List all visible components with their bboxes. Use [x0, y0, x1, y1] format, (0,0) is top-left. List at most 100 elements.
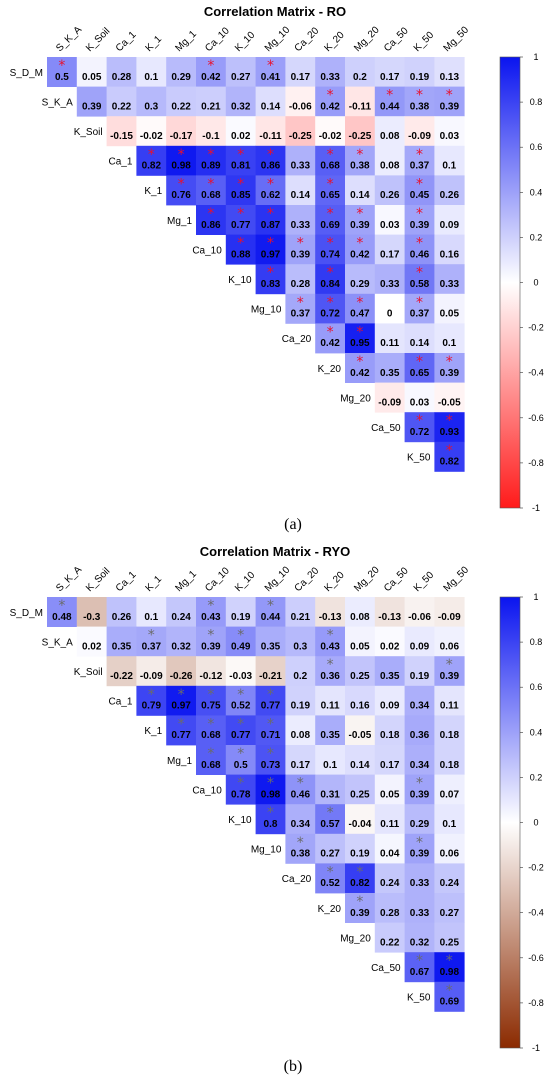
- row-label: S_K_A: [42, 97, 73, 108]
- colorbar-tick-label: 0: [533, 278, 538, 288]
- heatmap-cell: [434, 774, 465, 805]
- heatmap-cell: [404, 353, 435, 383]
- cell-value: 0.72: [410, 427, 430, 438]
- cell-value: -0.09: [140, 671, 163, 682]
- cell-value: 0.77: [171, 730, 191, 741]
- row-label: Mg_1: [167, 756, 192, 767]
- heatmap-cell: [434, 922, 465, 953]
- column-label: K_10: [233, 570, 258, 595]
- cell-value: 0.45: [410, 190, 430, 201]
- heatmap-cell: [404, 57, 435, 87]
- heatmap-cell: [106, 86, 137, 117]
- colorbar-tick-label: 0.8: [530, 637, 543, 647]
- cell-value: 0.19: [350, 849, 370, 860]
- cell-value: 0.42: [320, 338, 340, 349]
- cell-value: 0.11: [440, 701, 459, 712]
- row-label: K_20: [318, 364, 342, 375]
- cell-value: 0.46: [410, 249, 430, 260]
- heatmap-cell: [404, 293, 435, 324]
- row-label: K_50: [407, 453, 431, 464]
- heatmap-cell: [374, 205, 405, 235]
- cell-value: 0.36: [410, 730, 430, 741]
- heatmap-cell: [196, 626, 227, 657]
- heatmap-cell: [196, 86, 227, 117]
- heatmap-cell: [255, 626, 286, 657]
- cell-value: 0.22: [112, 101, 132, 112]
- heatmap-cell: [315, 833, 346, 864]
- heatmap-cell: [404, 264, 435, 295]
- row-label: Ca_10: [192, 245, 222, 256]
- heatmap-cell: [345, 353, 376, 383]
- heatmap-cell: [76, 57, 107, 87]
- cell-value: 0.33: [380, 279, 400, 290]
- heatmap-cell: [345, 863, 376, 894]
- cell-value: 0.39: [201, 641, 221, 652]
- cell-value: 0.32: [410, 937, 430, 948]
- significance-marker: *: [356, 354, 363, 370]
- heatmap-cell: [196, 175, 227, 206]
- cell-value: -0.09: [438, 612, 461, 623]
- cell-value: 0.36: [320, 671, 340, 682]
- heatmap-cell: [374, 863, 405, 894]
- heatmap-cell: [374, 86, 405, 117]
- cell-value: 0.39: [350, 908, 370, 919]
- heatmap-cell: [76, 597, 107, 627]
- cell-value: 0.39: [440, 671, 460, 682]
- significance-marker: *: [267, 746, 274, 762]
- heatmap-cell: [434, 685, 465, 716]
- significance-marker: *: [356, 864, 363, 880]
- heatmap-cell: [225, 656, 256, 687]
- significance-marker: *: [207, 147, 214, 163]
- significance-marker: *: [327, 628, 334, 644]
- column-label: Ca_10: [203, 25, 232, 54]
- cell-value: 0.98: [440, 967, 460, 978]
- cell-value: 0.34: [410, 760, 430, 771]
- heatmap-cell: [404, 715, 435, 746]
- colorbar-gradient: [499, 596, 521, 1049]
- column-labels: S_K_A K_Soil Ca_1 K_1 Mg_1 Ca_10 K_10 Mg_10 Ca_2…: [54, 24, 471, 54]
- heatmap-cell: [345, 145, 376, 176]
- significance-marker: *: [267, 147, 274, 163]
- cell-value: -0.22: [110, 671, 133, 682]
- significance-marker: *: [356, 295, 363, 311]
- heatmap-cell: [315, 863, 346, 894]
- colorbar-tick-label: 0.6: [530, 682, 543, 692]
- cell-value: 0.11: [321, 701, 340, 712]
- heatmap-cell: [404, 234, 435, 265]
- cell-value: 0.18: [440, 730, 460, 741]
- cell-value: 0.33: [291, 161, 311, 172]
- cell-value: 0.42: [350, 368, 370, 379]
- heatmap-cell: [404, 116, 435, 147]
- heatmap-cell: [345, 656, 376, 687]
- colorbar-tick-label: 1: [533, 52, 538, 62]
- cell-value: 0.75: [201, 701, 221, 712]
- cell-value: 0.14: [350, 760, 370, 771]
- cell-value: 0.39: [410, 220, 430, 231]
- colorbar-gradient: [499, 56, 521, 509]
- heatmap-cell: [136, 116, 167, 147]
- cell-value: 0.18: [440, 760, 460, 771]
- cell-value: 0.06: [440, 849, 460, 860]
- row-label: K_20: [318, 904, 342, 915]
- heatmap-cell: [404, 323, 435, 354]
- row-label: K_Soil: [74, 667, 103, 678]
- heatmap-cell: [285, 86, 316, 117]
- cell-value: -0.25: [289, 131, 312, 142]
- significance-marker: *: [297, 835, 304, 851]
- heatmap-cell: [285, 293, 316, 324]
- heatmap-cell: [225, 86, 256, 117]
- heatmap-cell: [225, 57, 256, 87]
- cell-value: 0.37: [291, 309, 311, 320]
- heatmap-cell: [374, 833, 405, 864]
- heatmap-cell: [225, 116, 256, 147]
- cell-value: 0.84: [320, 279, 340, 290]
- cell-value: 0.5: [234, 760, 248, 771]
- column-label: K_Soil: [84, 26, 112, 54]
- column-label: K_50: [412, 30, 437, 55]
- heatmap-cell: [196, 715, 227, 746]
- heatmap-cell: [225, 175, 256, 206]
- heatmap-cell: [196, 57, 227, 87]
- heatmap-cell: [374, 175, 405, 206]
- column-label: Ca_20: [293, 565, 322, 594]
- heatmap-cell: [404, 833, 435, 864]
